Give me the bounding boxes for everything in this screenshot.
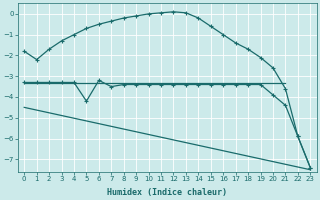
X-axis label: Humidex (Indice chaleur): Humidex (Indice chaleur) [107, 188, 227, 197]
